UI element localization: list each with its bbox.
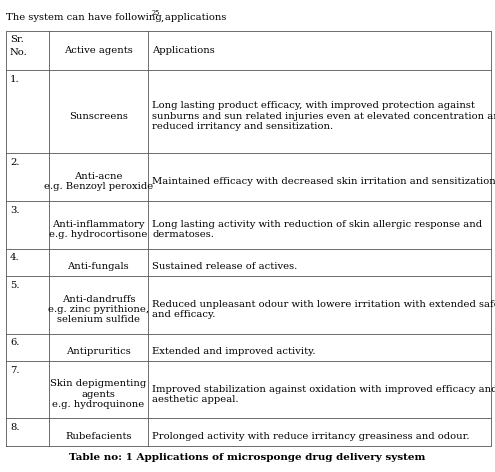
- Text: 3.: 3.: [10, 206, 19, 215]
- Text: Maintained efficacy with decreased skin irritation and sensitization.: Maintained efficacy with decreased skin …: [152, 177, 495, 186]
- Text: 2.: 2.: [10, 158, 19, 167]
- Text: 7.: 7.: [10, 366, 19, 375]
- Text: Sustained release of actives.: Sustained release of actives.: [152, 262, 297, 271]
- Text: Extended and improved activity.: Extended and improved activity.: [152, 347, 315, 356]
- Text: 4.: 4.: [10, 253, 19, 262]
- Text: 25: 25: [152, 9, 160, 17]
- Text: Anti-acne: Anti-acne: [74, 172, 123, 181]
- Text: Anti-fungals: Anti-fungals: [67, 262, 129, 271]
- Text: reduced irritancy and sensitization.: reduced irritancy and sensitization.: [152, 122, 333, 131]
- Text: e.g. hydroquinone: e.g. hydroquinone: [52, 400, 145, 409]
- Text: Reduced unpleasant odour with lowere irritation with extended safety: Reduced unpleasant odour with lowere irr…: [152, 300, 495, 309]
- Text: Prolonged activity with reduce irritancy greasiness and odour.: Prolonged activity with reduce irritancy…: [152, 432, 470, 441]
- Text: Anti-dandruffs: Anti-dandruffs: [61, 295, 135, 303]
- Text: 1.: 1.: [10, 75, 19, 84]
- Text: Antipruritics: Antipruritics: [66, 347, 131, 356]
- Text: Long lasting product efficacy, with improved protection against: Long lasting product efficacy, with impr…: [152, 101, 475, 110]
- Text: dermatoses.: dermatoses.: [152, 230, 214, 239]
- Text: Table no: 1 Applications of microsponge drug delivery system: Table no: 1 Applications of microsponge …: [69, 453, 426, 462]
- Text: e.g. zinc pyrithione,: e.g. zinc pyrithione,: [48, 305, 149, 314]
- Text: selenium sulfide: selenium sulfide: [57, 315, 140, 324]
- Text: 8.: 8.: [10, 423, 19, 432]
- Text: aesthetic appeal.: aesthetic appeal.: [152, 395, 239, 404]
- Text: e.g. Benzoyl peroxide: e.g. Benzoyl peroxide: [44, 182, 153, 191]
- Text: Active agents: Active agents: [64, 46, 133, 55]
- Text: Sunscreens: Sunscreens: [69, 111, 128, 120]
- Text: Improved stabilization against oxidation with improved efficacy and: Improved stabilization against oxidation…: [152, 385, 495, 394]
- Text: agents: agents: [81, 390, 115, 399]
- Text: 6.: 6.: [10, 338, 19, 347]
- Text: The system can have following applications: The system can have following applicatio…: [6, 13, 226, 22]
- Text: Skin depigmenting: Skin depigmenting: [50, 379, 147, 388]
- Text: e.g. hydrocortisone: e.g. hydrocortisone: [49, 230, 148, 239]
- Text: Long lasting activity with reduction of skin allergic response and: Long lasting activity with reduction of …: [152, 219, 482, 228]
- Text: sunburns and sun related injuries even at elevated concentration and with: sunburns and sun related injuries even a…: [152, 111, 495, 120]
- Text: 5.: 5.: [10, 281, 19, 290]
- Text: Rubefacients: Rubefacients: [65, 432, 132, 441]
- Text: ,: ,: [161, 13, 164, 22]
- Text: and efficacy.: and efficacy.: [152, 310, 215, 319]
- Text: Sr.
No.: Sr. No.: [10, 35, 28, 57]
- Text: Anti-inflammatory: Anti-inflammatory: [52, 219, 145, 228]
- Text: Applications: Applications: [152, 46, 215, 55]
